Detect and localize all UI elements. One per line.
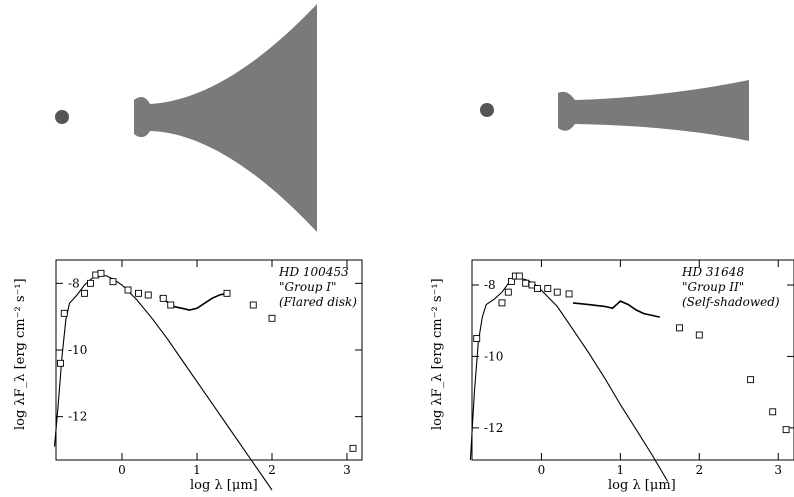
ir-spectrum-line-right [572, 300, 660, 318]
photometry-point-right-9 [544, 285, 552, 293]
star-dot-left [55, 110, 69, 124]
x-tick-label-right-2: 2 [695, 463, 703, 477]
annotation-line-1-left: HD 100453 [278, 265, 349, 279]
y-axis-label-right: log λF_λ [erg cm⁻² s⁻¹] [430, 278, 445, 430]
photometry-point-right-16 [782, 426, 790, 434]
stellar-model-line-right [469, 277, 669, 482]
photometry-point-right-11 [565, 290, 573, 298]
plot-frame-left [55, 259, 363, 461]
photometry-point-right-13 [695, 331, 703, 339]
sed-chart-right: 0 1 2 3 -8 -10 -12 HD 31648 "Group II" (Self-s… [430, 259, 794, 493]
photometry-point-left-1 [60, 309, 68, 317]
photometry-point-left-10 [159, 294, 167, 302]
photometry-point-right-3 [508, 277, 515, 285]
star-dot-right [480, 103, 494, 117]
photometry-point-right-15 [769, 408, 777, 416]
annotation-line-3-left: (Flared disk) [279, 295, 357, 309]
y-tick-label-left-1: -10 [68, 343, 87, 357]
photometry-point-left-15 [349, 444, 357, 452]
photometry-point-left-2 [81, 289, 88, 297]
photometry-point-left-14 [268, 314, 276, 322]
self-shadowed-disk-schematic [480, 80, 749, 141]
photometry-point-left-3 [87, 279, 94, 287]
x-tick-label-right-0: 0 [538, 463, 546, 477]
x-tick-label-right-3: 3 [774, 463, 782, 477]
photometry-point-right-12 [676, 324, 684, 332]
photometry-point-left-0 [57, 359, 64, 367]
photometry-point-left-13 [249, 301, 257, 309]
photometry-point-right-10 [553, 288, 561, 296]
x-tick-label-left-3: 3 [343, 463, 351, 477]
photometry-point-left-12 [223, 289, 231, 297]
photometry-point-right-7 [528, 281, 536, 289]
photometry-point-left-8 [135, 289, 142, 297]
photometry-point-left-6 [109, 278, 117, 286]
x-axis-label-right: log λ [μm] [608, 478, 676, 493]
y-tick-label-left-2: -12 [68, 410, 87, 424]
x-axis-label-left: log λ [μm] [190, 478, 258, 493]
photometry-point-right-5 [515, 272, 523, 280]
annotation-line-1-right: HD 31648 [681, 265, 744, 279]
photometry-point-right-6 [522, 279, 530, 287]
y-tick-label-right-2: -12 [484, 421, 503, 435]
flared-disk-schematic [55, 4, 317, 232]
photometry-point-left-9 [144, 291, 152, 299]
series-left [53, 269, 357, 491]
ticks-left: 0 1 2 3 -8 -10 -12 [56, 260, 362, 477]
y-tick-label-left-0: -8 [68, 276, 80, 290]
photometry-point-left-7 [124, 286, 132, 294]
photometry-point-right-1 [498, 299, 506, 307]
y-axis-label-left: log λF_λ [erg cm⁻² s⁻¹] [13, 278, 28, 430]
annotation-line-3-right: (Self-shadowed) [682, 295, 780, 309]
annotation-line-2-right: "Group II" [682, 280, 744, 294]
x-tick-label-left-2: 2 [268, 463, 276, 477]
photometry-point-right-0 [473, 335, 481, 343]
plot-frame-right [471, 259, 794, 461]
x-tick-label-left-1: 1 [193, 463, 201, 477]
photometry-point-right-14 [747, 376, 755, 384]
self-shadowed-disk-shape [558, 80, 749, 141]
ticks-right: 0 1 2 3 -8 -10 -12 [472, 260, 794, 477]
x-tick-label-left-0: 0 [118, 463, 126, 477]
flared-disk-shape [134, 4, 317, 232]
stellar-model-line-left [53, 274, 273, 491]
photometry-point-right-8 [534, 285, 541, 293]
y-tick-label-right-1: -10 [484, 349, 503, 363]
sed-chart-left: 0 1 2 3 -8 -10 -12 HD 100453 "Group I" (Flared… [13, 259, 363, 493]
x-tick-label-right-1: 1 [617, 463, 625, 477]
photometry-point-left-11 [167, 301, 175, 309]
annotation-line-2-left: "Group I" [279, 280, 337, 294]
photometry-point-right-2 [504, 288, 512, 296]
series-right [469, 272, 790, 482]
y-tick-label-right-0: -8 [484, 278, 496, 292]
photometry-point-left-5 [97, 269, 105, 277]
